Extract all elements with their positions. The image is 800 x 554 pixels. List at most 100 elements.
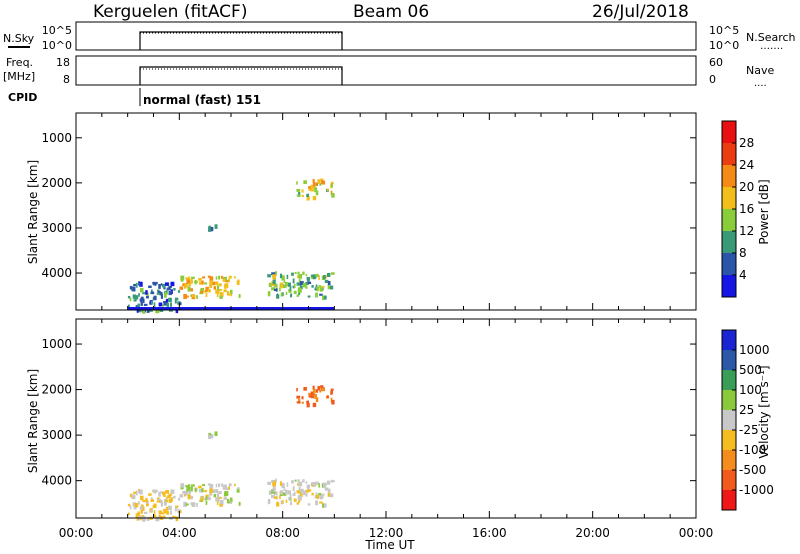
velocity-colorbar-swatch xyxy=(722,430,736,450)
velocity-cell xyxy=(326,395,329,398)
velocity-cell xyxy=(201,496,204,499)
velocity-cell xyxy=(298,486,301,492)
power-cell xyxy=(290,293,293,298)
power-cell xyxy=(307,295,311,298)
power-cell xyxy=(143,303,148,306)
velocity-cell xyxy=(236,488,240,493)
velocity-cell xyxy=(145,497,148,503)
power-cell xyxy=(158,284,161,289)
power-cell xyxy=(146,308,150,313)
power-cell xyxy=(156,292,161,295)
velocity-cell xyxy=(208,434,211,439)
power-cell xyxy=(218,283,222,287)
velocity-cell xyxy=(310,391,315,396)
velocity-cell xyxy=(153,514,156,518)
power-cell xyxy=(160,283,163,286)
velocity-cell xyxy=(205,496,208,500)
velocity-cell xyxy=(323,503,327,508)
velocity-cell xyxy=(132,502,136,507)
velocity-cell xyxy=(166,510,170,515)
power-cell xyxy=(315,273,319,278)
velocity-cell xyxy=(163,509,167,514)
velocity-cell xyxy=(164,500,168,503)
power-colorbar-tick-label: 12 xyxy=(739,224,754,238)
power-cell xyxy=(153,295,157,301)
power-cell xyxy=(297,271,300,275)
velocity-cell xyxy=(306,400,309,404)
power-cell xyxy=(306,196,310,201)
power-cell xyxy=(267,274,271,278)
velocity-cell xyxy=(324,487,329,491)
velocity-cell xyxy=(135,490,138,496)
power-cell xyxy=(285,291,288,296)
velocity-cell xyxy=(140,495,144,501)
power-cell xyxy=(323,295,327,300)
velocity-cell xyxy=(292,493,296,497)
power-cell xyxy=(326,273,331,278)
velocity-colorbar-tick-label: 500 xyxy=(739,363,762,377)
velocity-cell xyxy=(280,490,284,495)
power-cell xyxy=(139,281,143,287)
velocity-cell xyxy=(183,501,187,507)
velocity-cell xyxy=(315,397,319,403)
power-cell xyxy=(234,276,236,279)
freq-strip: Freq. [MHz] 18 8 60 0 Nave .... xyxy=(3,55,774,89)
power-cell xyxy=(218,275,221,280)
x-tick-label: 00:00 xyxy=(59,526,94,540)
velocity-cell xyxy=(271,495,275,499)
velocity-cell xyxy=(275,478,277,483)
velocity-cell xyxy=(297,495,302,501)
velocity-cell xyxy=(288,497,291,500)
velocity-cell xyxy=(142,506,145,511)
power-scatter xyxy=(127,178,335,314)
power-cell xyxy=(138,281,141,285)
velocity-colorbar-tick-label: -25 xyxy=(739,423,759,437)
x-tick-label: 16:00 xyxy=(472,526,507,540)
power-cell xyxy=(205,292,208,298)
power-cell xyxy=(315,284,318,290)
power-cell xyxy=(140,287,144,293)
power-panel: Slant Range [km] 4000 3000 2000 1000 xyxy=(26,112,697,314)
velocity-colorbar-tick-label: 100 xyxy=(739,383,762,397)
power-cell xyxy=(166,287,171,291)
power-cell xyxy=(238,293,241,299)
power-cell xyxy=(228,275,232,279)
velocity-cell xyxy=(321,387,326,392)
power-cell xyxy=(127,295,131,299)
velocity-cell xyxy=(146,516,150,521)
freq-tick-high: 18 xyxy=(56,56,70,69)
power-cell xyxy=(202,276,206,279)
velocity-cell xyxy=(287,490,291,495)
velocity-y-tick-label: 1000 xyxy=(41,337,72,351)
power-cell xyxy=(268,282,272,287)
power-cell xyxy=(201,280,204,285)
power-cell xyxy=(311,274,314,278)
power-colorbar-tick-label: 24 xyxy=(739,158,754,172)
nsearch-tick-high: 10^5 xyxy=(709,24,739,37)
velocity-cell xyxy=(320,385,324,388)
velocity-cell xyxy=(152,489,156,493)
velocity-cell xyxy=(142,517,146,522)
power-cell xyxy=(138,283,141,286)
velocity-cell xyxy=(298,481,303,487)
velocity-cell xyxy=(293,498,297,502)
power-colorbar-swatch xyxy=(722,209,736,231)
power-cell xyxy=(200,290,204,294)
velocity-cell xyxy=(171,515,176,519)
power-cell xyxy=(322,295,325,301)
power-cell xyxy=(204,282,207,285)
power-cell xyxy=(296,181,298,185)
velocity-cell xyxy=(319,501,323,504)
velocity-cell xyxy=(168,505,172,511)
velocity-cell xyxy=(139,506,143,510)
velocity-cell xyxy=(153,510,156,515)
velocity-cell xyxy=(179,510,182,514)
velocity-cell xyxy=(209,488,213,494)
power-cell xyxy=(314,187,318,193)
power-cell xyxy=(184,282,188,288)
power-cell xyxy=(327,285,330,290)
velocity-cell xyxy=(305,481,308,484)
nsky-frame xyxy=(75,21,697,51)
power-cell xyxy=(315,190,319,196)
velocity-colorbar-swatch xyxy=(722,450,736,470)
